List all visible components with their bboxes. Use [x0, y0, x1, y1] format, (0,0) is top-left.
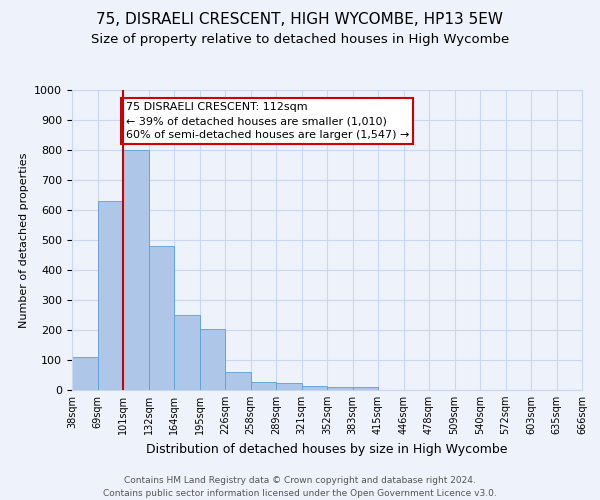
Bar: [72, 357, 97, 390]
Y-axis label: Number of detached properties: Number of detached properties: [19, 152, 29, 328]
Bar: [327, 387, 353, 390]
Bar: [353, 387, 378, 390]
Bar: [97, 201, 123, 390]
Bar: [199, 328, 225, 390]
Text: 75 DISRAELI CRESCENT: 112sqm
← 39% of detached houses are smaller (1,010)
60% of: 75 DISRAELI CRESCENT: 112sqm ← 39% of de…: [125, 102, 409, 140]
Bar: [225, 372, 251, 390]
Bar: [251, 382, 276, 390]
Text: Contains HM Land Registry data © Crown copyright and database right 2024.
Contai: Contains HM Land Registry data © Crown c…: [103, 476, 497, 498]
Bar: [174, 315, 199, 390]
Bar: [149, 246, 174, 390]
X-axis label: Distribution of detached houses by size in High Wycombe: Distribution of detached houses by size …: [146, 442, 508, 456]
Text: 75, DISRAELI CRESCENT, HIGH WYCOMBE, HP13 5EW: 75, DISRAELI CRESCENT, HIGH WYCOMBE, HP1…: [97, 12, 503, 28]
Text: Size of property relative to detached houses in High Wycombe: Size of property relative to detached ho…: [91, 32, 509, 46]
Bar: [276, 384, 302, 390]
Bar: [302, 386, 327, 390]
Bar: [123, 150, 149, 390]
